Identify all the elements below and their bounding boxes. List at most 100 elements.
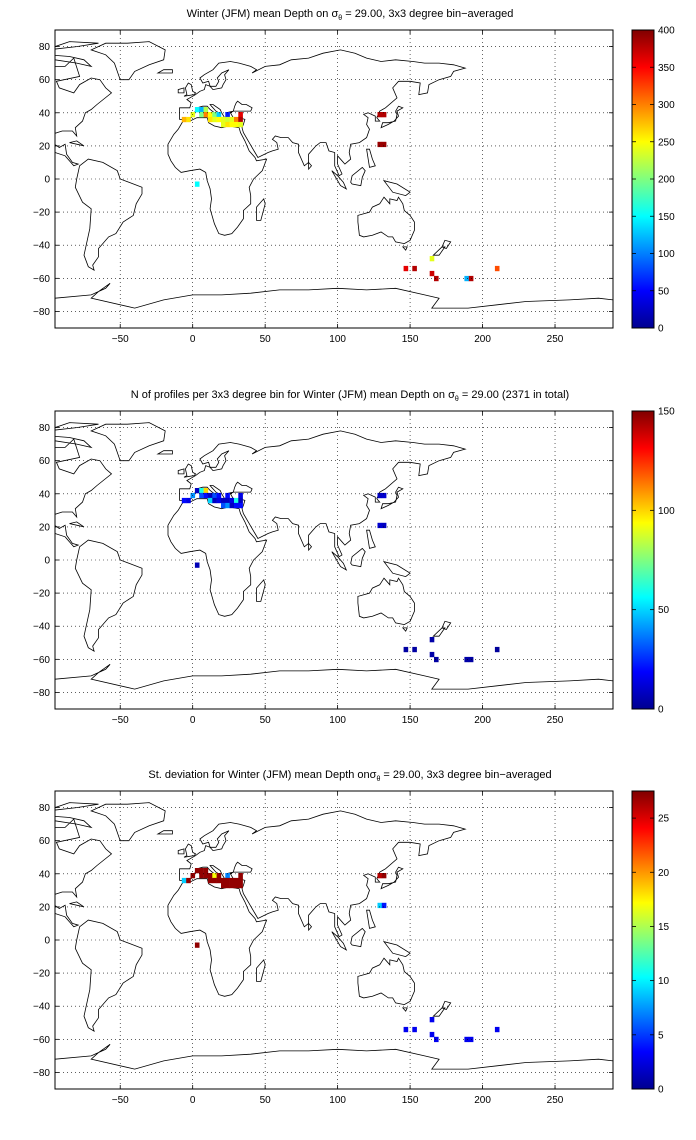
- data-bin: [225, 877, 230, 884]
- coastline: [55, 802, 99, 811]
- colorbar-tick-label: 300: [658, 100, 675, 111]
- data-bin: [186, 116, 191, 123]
- coastline: [350, 927, 366, 948]
- x-tick-label: 150: [402, 1095, 419, 1106]
- data-bin: [234, 502, 239, 509]
- data-bin: [229, 121, 235, 128]
- colorbar-tick-label: 0: [658, 705, 664, 716]
- colorbar-tick-label: 250: [658, 137, 675, 148]
- data-bin: [194, 868, 200, 874]
- colorbar-tick-label: 15: [658, 922, 670, 933]
- y-tick-label: 20: [39, 141, 51, 152]
- coastline: [183, 463, 197, 478]
- coastline: [380, 105, 404, 129]
- data-bin: [377, 492, 383, 499]
- coastline: [382, 180, 411, 197]
- x-tick-label: 100: [329, 334, 346, 345]
- coastline: [156, 450, 173, 455]
- coastline: [357, 957, 415, 1006]
- data-bin: [464, 275, 469, 282]
- data-bin: [207, 112, 213, 118]
- coastline: [382, 941, 411, 958]
- plot-background: [55, 411, 613, 709]
- coastline: [308, 542, 313, 552]
- coastline: [366, 909, 376, 929]
- y-tick-label: 40: [39, 489, 51, 500]
- data-bin: [403, 1026, 409, 1033]
- data-bin: [381, 112, 387, 118]
- data-bin: [494, 265, 500, 272]
- data-bin: [381, 873, 387, 879]
- coastline: [55, 54, 93, 68]
- data-bin: [229, 502, 235, 509]
- data-bin: [229, 116, 235, 123]
- coastline: [366, 148, 376, 168]
- data-bin: [225, 112, 230, 118]
- data-bin: [203, 492, 209, 499]
- data-bin: [377, 873, 383, 879]
- data-bin: [403, 265, 409, 272]
- data-bin: [225, 492, 230, 499]
- x-tick-label: 0: [190, 334, 196, 345]
- data-bin: [234, 882, 239, 889]
- coastline: [55, 435, 93, 449]
- data-bin: [229, 877, 235, 884]
- x-tick-label: 0: [190, 715, 196, 726]
- coastline: [55, 57, 113, 167]
- coastline: [357, 577, 415, 626]
- colorbar-tick-label: 100: [658, 506, 675, 517]
- y-tick-label: 40: [39, 108, 51, 119]
- colorbar-tick-label: 50: [658, 286, 670, 297]
- colorbar-tick-label: 350: [658, 63, 675, 74]
- data-bin: [199, 112, 204, 118]
- data-bin: [377, 902, 383, 909]
- data-bin: [412, 265, 417, 272]
- y-tick-label: −80: [33, 688, 50, 699]
- data-bin: [221, 877, 226, 884]
- y-tick-label: −20: [33, 589, 50, 600]
- data-bin: [181, 877, 187, 884]
- data-bin: [234, 116, 239, 123]
- coastline: [90, 41, 166, 81]
- panel-mean-depth: Winter (JFM) mean Depth on σθ = 29.00, 3…: [33, 8, 675, 345]
- panel-title: Winter (JFM) mean Depth on σθ = 29.00, 3…: [187, 8, 514, 22]
- data-bin: [229, 497, 235, 504]
- data-bin: [238, 882, 243, 889]
- y-tick-label: 60: [39, 456, 51, 467]
- y-tick-label: 20: [39, 902, 51, 913]
- data-bin: [381, 492, 387, 499]
- data-bin: [203, 868, 209, 874]
- y-tick-label: −40: [33, 1002, 50, 1013]
- data-bin: [212, 492, 217, 499]
- data-bin: [238, 116, 243, 123]
- coastline: [90, 422, 166, 462]
- y-tick-label: 20: [39, 522, 51, 533]
- data-bin: [381, 902, 387, 909]
- coastline: [90, 802, 166, 842]
- data-bin: [207, 492, 213, 499]
- coastline: [331, 170, 348, 190]
- panel-title: St. deviation for Winter (JFM) mean Dept…: [148, 769, 551, 783]
- colorbar-tick-label: 400: [658, 26, 675, 37]
- data-bin: [207, 116, 213, 123]
- x-tick-label: 150: [402, 334, 419, 345]
- coastline: [432, 246, 446, 256]
- colorbar-tick-label: 200: [658, 175, 675, 186]
- y-tick-label: 40: [39, 869, 51, 880]
- data-bin: [207, 497, 213, 504]
- data-bin: [429, 1017, 435, 1023]
- data-bin: [203, 488, 209, 494]
- data-bin: [381, 522, 387, 529]
- data-bin: [494, 1026, 500, 1033]
- data-bin: [221, 116, 226, 123]
- data-bin: [225, 502, 230, 509]
- colorbar-tick-label: 5: [658, 1030, 664, 1041]
- coastline: [183, 82, 197, 97]
- data-bin: [434, 1036, 439, 1043]
- colorbar-tick-label: 25: [658, 814, 670, 825]
- x-tick-label: 50: [260, 1095, 272, 1106]
- data-bin: [216, 112, 222, 118]
- data-bin: [464, 1036, 469, 1043]
- data-bin: [194, 181, 200, 187]
- y-tick-label: 0: [44, 936, 50, 947]
